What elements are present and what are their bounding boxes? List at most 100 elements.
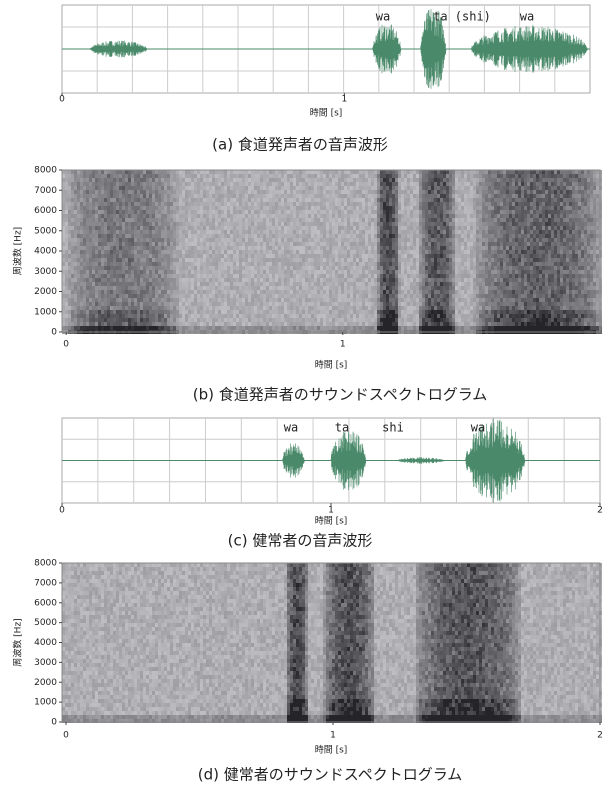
spectrogram-cell [368,262,371,266]
spectrogram-cell [311,262,314,266]
spectrogram-cell [239,218,242,222]
spectrogram-cell [167,290,170,294]
spectrogram-cell [137,258,140,262]
spectrogram-cell [104,222,107,226]
spectrogram-cell [188,218,191,222]
spectrogram-cell [80,262,83,266]
spectrogram-cell [311,186,314,190]
spectrogram-cell [227,258,230,262]
spectrogram-cell [416,266,419,270]
spectrogram-cell [245,186,248,190]
spectrogram-cell [389,310,392,314]
spectrogram-cell [422,210,425,214]
spectrogram-cell [158,198,161,202]
spectrogram-cell [245,210,248,214]
spectrogram-cell [260,202,263,206]
spectrogram-cell [353,246,356,250]
spectrogram-cell [251,202,254,206]
spectrogram-cell [92,190,95,194]
spectrogram-cell [278,198,281,202]
spectrogram-cell [338,278,341,282]
spectrogram-cell [182,254,185,258]
spectrogram-cell [344,274,347,278]
spectrogram-cell [410,254,413,258]
spectrogram-cell [335,222,338,226]
spectrogram-cell [389,290,392,294]
spectrogram-cell [335,230,338,234]
spectrogram-cell [311,290,314,294]
spectrogram-cell [368,286,371,290]
spectrogram-cell [110,318,113,322]
spectrogram-cell [305,238,308,242]
spectrogram-cell [92,198,95,202]
spectrogram-cell [197,258,200,262]
spectrogram-cell [116,182,119,186]
spectrogram-cell [395,178,398,182]
spectrogram-cell [125,210,128,214]
spectrogram-cell [389,298,392,302]
spectrogram-cell [281,246,284,250]
spectrogram-cell [155,190,158,194]
spectrogram-cell [254,290,257,294]
spectrogram-cell [242,182,245,186]
spectrogram-cell [113,266,116,270]
spectrogram-cell [341,282,344,286]
spectrogram-cell [197,226,200,230]
spectrogram-cell [128,222,131,226]
spectrogram-cell [326,194,329,198]
spectrogram-cell [239,242,242,246]
spectrogram-cell [113,174,116,178]
spectrogram-cell [374,242,377,246]
spectrogram-cell [221,326,224,330]
spectrogram-cell [272,278,275,282]
spectrogram-cell [194,294,197,298]
spectrogram-cell [131,294,134,298]
spectrogram-cell [83,270,86,274]
spectrogram-cell [170,234,173,238]
spectrogram-cell [263,246,266,250]
spectrogram-cell [251,218,254,222]
spectrogram-cell [197,178,200,182]
spectrogram-cell [194,186,197,190]
spectrogram-cell [377,294,380,298]
spectrogram-cell [242,190,245,194]
spectrogram-cell [248,294,251,298]
spectrogram-cell [194,290,197,294]
spectrogram-cell [344,210,347,214]
spectrogram-cell [113,182,116,186]
spectrogram-cell [95,278,98,282]
spectrogram-cell [278,186,281,190]
spectrogram-cell [263,170,266,174]
spectrogram-cell [143,302,146,306]
spectrogram-cell [314,270,317,274]
spectrogram-cell [137,318,140,322]
spectrogram-cell [134,322,137,326]
spectrogram-cell [380,182,383,186]
spectrogram-cell [389,278,392,282]
spectrogram-cell [296,170,299,174]
spectrogram-cell [290,270,293,274]
spectrogram-cell [311,182,314,186]
spectrogram-cell [380,298,383,302]
spectrogram-cell [173,270,176,274]
spectrogram-cell [233,230,236,234]
spectrogram-cell [80,310,83,314]
annotation: wa [376,10,390,24]
spectrogram-cell [146,190,149,194]
spectrogram-cell [131,222,134,226]
spectrogram-cell [119,190,122,194]
spectrogram-cell [389,238,392,242]
spectrogram-cell [233,290,236,294]
spectrogram-cell [413,290,416,294]
spectrogram-cell [398,290,401,294]
spectrogram-cell [203,186,206,190]
spectrogram-cell [296,238,299,242]
spectrogram-cell [98,222,101,226]
spectrogram-cell [125,218,128,222]
spectrogram-cell [338,242,341,246]
spectrogram-cell [293,310,296,314]
spectrogram-cell [245,254,248,258]
spectrogram-cell [305,266,308,270]
spectrogram-cell [248,318,251,322]
spectrogram-cell [215,190,218,194]
